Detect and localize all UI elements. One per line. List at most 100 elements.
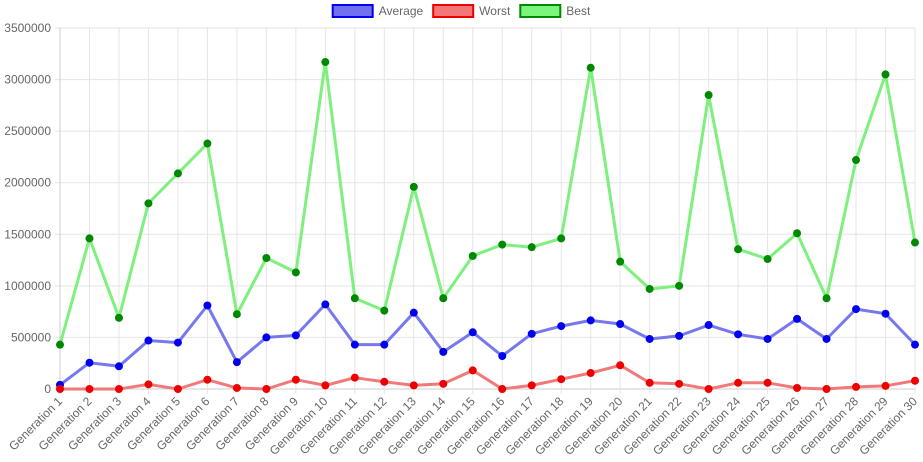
- data-point-worst[interactable]: [114, 385, 123, 393]
- data-point-best[interactable]: [321, 58, 330, 67]
- data-point-best[interactable]: [557, 234, 566, 243]
- legend-label: Average: [379, 4, 424, 18]
- data-point-average[interactable]: [144, 336, 153, 345]
- data-point-average[interactable]: [881, 309, 890, 318]
- data-point-average[interactable]: [498, 351, 507, 360]
- data-point-average[interactable]: [468, 328, 477, 337]
- data-point-best[interactable]: [380, 306, 389, 315]
- series-average: [56, 300, 919, 389]
- data-point-worst[interactable]: [586, 369, 595, 378]
- data-point-worst[interactable]: [350, 373, 359, 382]
- data-point-best[interactable]: [291, 268, 300, 277]
- data-point-worst[interactable]: [409, 381, 418, 390]
- data-point-average[interactable]: [85, 358, 94, 367]
- data-point-best[interactable]: [85, 234, 94, 243]
- y-tick-label: 3500000: [4, 21, 51, 35]
- data-point-best[interactable]: [56, 340, 64, 349]
- data-point-best[interactable]: [144, 199, 153, 208]
- data-point-average[interactable]: [439, 347, 448, 356]
- data-point-best[interactable]: [734, 245, 743, 254]
- data-point-worst[interactable]: [232, 383, 241, 392]
- data-point-best[interactable]: [704, 91, 713, 100]
- legend-item-best[interactable]: Best: [519, 4, 591, 18]
- data-point-best[interactable]: [439, 294, 448, 303]
- data-point-best[interactable]: [232, 310, 241, 319]
- data-point-best[interactable]: [675, 281, 684, 290]
- data-point-best[interactable]: [822, 294, 831, 303]
- data-point-best[interactable]: [852, 156, 861, 165]
- data-point-worst[interactable]: [881, 381, 890, 390]
- data-point-best[interactable]: [498, 240, 507, 249]
- data-point-best[interactable]: [763, 255, 772, 264]
- data-point-average[interactable]: [852, 305, 861, 314]
- data-point-average[interactable]: [675, 331, 684, 340]
- data-point-worst[interactable]: [852, 382, 861, 391]
- data-point-worst[interactable]: [704, 385, 713, 393]
- data-point-average[interactable]: [645, 334, 654, 343]
- data-point-worst[interactable]: [85, 385, 94, 393]
- data-point-worst[interactable]: [291, 375, 300, 384]
- data-point-average[interactable]: [557, 322, 566, 331]
- data-point-best[interactable]: [468, 251, 477, 260]
- data-point-best[interactable]: [616, 257, 625, 266]
- data-point-worst[interactable]: [645, 378, 654, 387]
- data-point-average[interactable]: [409, 308, 418, 317]
- data-point-best[interactable]: [527, 243, 536, 252]
- data-point-worst[interactable]: [527, 381, 536, 390]
- data-point-average[interactable]: [822, 334, 831, 343]
- legend-item-average[interactable]: Average: [331, 4, 424, 18]
- data-point-average[interactable]: [114, 362, 123, 371]
- y-tick-label: 1000000: [4, 279, 51, 293]
- data-point-worst[interactable]: [616, 361, 625, 370]
- data-point-worst[interactable]: [763, 378, 772, 387]
- data-point-best[interactable]: [793, 229, 802, 238]
- data-point-average[interactable]: [911, 340, 919, 349]
- data-point-average[interactable]: [321, 300, 330, 309]
- data-point-worst[interactable]: [262, 385, 271, 393]
- data-point-average[interactable]: [350, 340, 359, 349]
- data-point-average[interactable]: [793, 314, 802, 323]
- data-point-worst[interactable]: [734, 378, 743, 387]
- data-point-average[interactable]: [262, 333, 271, 342]
- data-point-average[interactable]: [704, 321, 713, 330]
- data-point-average[interactable]: [232, 358, 241, 367]
- data-point-worst[interactable]: [498, 385, 507, 393]
- data-point-worst[interactable]: [675, 379, 684, 388]
- data-point-worst[interactable]: [173, 385, 182, 393]
- data-point-worst[interactable]: [557, 375, 566, 384]
- data-point-best[interactable]: [409, 182, 418, 191]
- series-worst: [56, 361, 919, 393]
- data-point-best[interactable]: [203, 139, 212, 148]
- data-point-average[interactable]: [763, 334, 772, 343]
- data-point-average[interactable]: [527, 329, 536, 338]
- legend-item-worst[interactable]: Worst: [432, 4, 511, 18]
- data-point-best[interactable]: [586, 63, 595, 72]
- data-point-best[interactable]: [262, 254, 271, 263]
- data-point-worst[interactable]: [56, 385, 64, 393]
- data-point-best[interactable]: [911, 238, 919, 247]
- data-point-best[interactable]: [173, 169, 182, 178]
- legend: Average Worst Best: [331, 4, 591, 18]
- data-point-average[interactable]: [380, 340, 389, 349]
- data-point-average[interactable]: [173, 338, 182, 347]
- data-point-worst[interactable]: [203, 375, 212, 384]
- data-point-worst[interactable]: [468, 366, 477, 375]
- data-point-average[interactable]: [586, 316, 595, 325]
- data-point-best[interactable]: [645, 284, 654, 293]
- data-point-worst[interactable]: [321, 381, 330, 390]
- data-point-worst[interactable]: [439, 379, 448, 388]
- data-point-best[interactable]: [350, 294, 359, 303]
- y-tick-label: 1500000: [4, 227, 51, 241]
- data-point-average[interactable]: [203, 301, 212, 310]
- data-point-worst[interactable]: [380, 377, 389, 386]
- data-point-average[interactable]: [291, 331, 300, 340]
- data-point-worst[interactable]: [793, 383, 802, 392]
- data-point-worst[interactable]: [911, 376, 919, 385]
- data-point-worst[interactable]: [144, 380, 153, 389]
- data-point-best[interactable]: [114, 313, 123, 322]
- data-point-average[interactable]: [616, 320, 625, 329]
- data-point-worst[interactable]: [822, 385, 831, 393]
- grid: [55, 27, 916, 394]
- data-point-average[interactable]: [734, 330, 743, 339]
- data-point-best[interactable]: [881, 70, 890, 79]
